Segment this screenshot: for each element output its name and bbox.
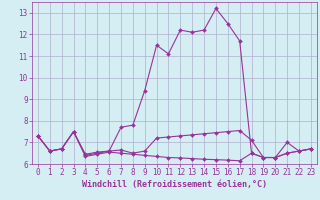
X-axis label: Windchill (Refroidissement éolien,°C): Windchill (Refroidissement éolien,°C) [82, 180, 267, 189]
